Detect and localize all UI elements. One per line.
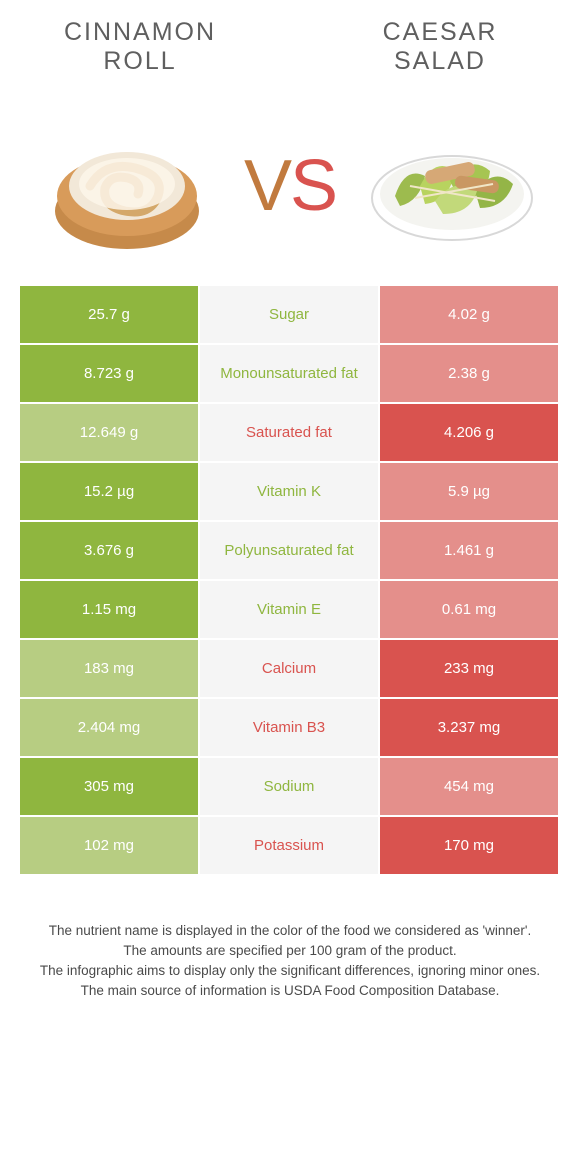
left-value: 8.723 g bbox=[20, 345, 198, 402]
nutrient-label: Vitamin B3 bbox=[200, 699, 378, 756]
table-row: 2.404 mgVitamin B33.237 mg bbox=[20, 699, 560, 756]
table-row: 305 mgSodium454 mg bbox=[20, 758, 560, 815]
nutrient-label: Sodium bbox=[200, 758, 378, 815]
nutrient-label: Polyunsaturated fat bbox=[200, 522, 378, 579]
right-value: 233 mg bbox=[380, 640, 558, 697]
vs-v: V bbox=[244, 146, 290, 226]
left-value: 305 mg bbox=[20, 758, 198, 815]
nutrient-label: Vitamin E bbox=[200, 581, 378, 638]
left-value: 15.2 µg bbox=[20, 463, 198, 520]
footer-line-2: The amounts are specified per 100 gram o… bbox=[30, 941, 550, 961]
vs-s: S bbox=[290, 146, 336, 226]
table-row: 12.649 gSaturated fat4.206 g bbox=[20, 404, 560, 461]
left-value: 1.15 mg bbox=[20, 581, 198, 638]
title-right: CAESAR SALAD bbox=[340, 18, 540, 76]
right-value: 0.61 mg bbox=[380, 581, 558, 638]
nutrient-label: Saturated fat bbox=[200, 404, 378, 461]
titles-row: CINNAMON ROLL CAESAR SALAD bbox=[0, 0, 580, 86]
right-value: 2.38 g bbox=[380, 345, 558, 402]
left-value: 183 mg bbox=[20, 640, 198, 697]
table-row: 102 mgPotassium170 mg bbox=[20, 817, 560, 874]
right-value: 3.237 mg bbox=[380, 699, 558, 756]
right-value: 1.461 g bbox=[380, 522, 558, 579]
caesar-salad-image bbox=[365, 116, 540, 256]
table-row: 183 mgCalcium233 mg bbox=[20, 640, 560, 697]
footer-line-3: The infographic aims to display only the… bbox=[30, 961, 550, 981]
comparison-table: 25.7 gSugar4.02 g8.723 gMonounsaturated … bbox=[0, 286, 580, 874]
left-value: 12.649 g bbox=[20, 404, 198, 461]
right-value: 170 mg bbox=[380, 817, 558, 874]
left-value: 102 mg bbox=[20, 817, 198, 874]
nutrient-label: Monounsaturated fat bbox=[200, 345, 378, 402]
table-row: 3.676 gPolyunsaturated fat1.461 g bbox=[20, 522, 560, 579]
table-row: 15.2 µgVitamin K5.9 µg bbox=[20, 463, 560, 520]
table-row: 8.723 gMonounsaturated fat2.38 g bbox=[20, 345, 560, 402]
left-value: 3.676 g bbox=[20, 522, 198, 579]
right-value: 454 mg bbox=[380, 758, 558, 815]
nutrient-label: Potassium bbox=[200, 817, 378, 874]
cinnamon-roll-image bbox=[40, 116, 215, 256]
nutrient-label: Vitamin K bbox=[200, 463, 378, 520]
vs-label: VS bbox=[244, 145, 336, 227]
nutrient-label: Sugar bbox=[200, 286, 378, 343]
footer-line-1: The nutrient name is displayed in the co… bbox=[30, 921, 550, 941]
right-value: 5.9 µg bbox=[380, 463, 558, 520]
footer-line-4: The main source of information is USDA F… bbox=[30, 981, 550, 1001]
right-value: 4.206 g bbox=[380, 404, 558, 461]
hero-row: VS bbox=[0, 86, 580, 286]
left-value: 2.404 mg bbox=[20, 699, 198, 756]
right-value: 4.02 g bbox=[380, 286, 558, 343]
footer-notes: The nutrient name is displayed in the co… bbox=[0, 876, 580, 1002]
nutrient-label: Calcium bbox=[200, 640, 378, 697]
left-value: 25.7 g bbox=[20, 286, 198, 343]
table-row: 25.7 gSugar4.02 g bbox=[20, 286, 560, 343]
title-left: CINNAMON ROLL bbox=[40, 18, 240, 76]
table-row: 1.15 mgVitamin E0.61 mg bbox=[20, 581, 560, 638]
